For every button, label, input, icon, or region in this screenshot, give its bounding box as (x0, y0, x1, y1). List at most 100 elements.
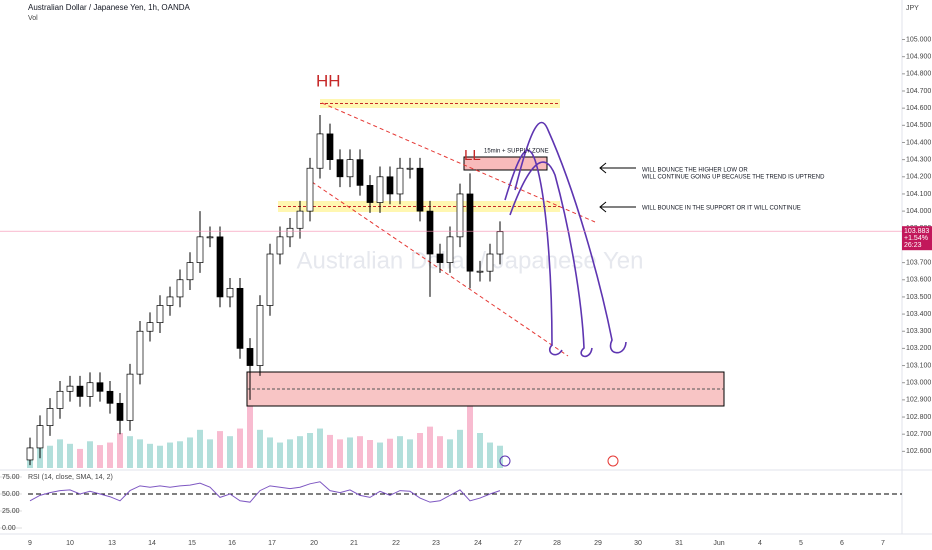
volume-bar (167, 442, 173, 468)
x-tick-label: 15 (188, 540, 196, 547)
volume-label: Vol (28, 15, 38, 22)
candle-body (366, 185, 374, 203)
x-tick-label: 28 (553, 540, 561, 547)
candle-body (326, 133, 334, 160)
candle-body (216, 236, 224, 298)
axes: 102.600 102.700 102.800 102.900 103.000 103.1… (0, 36, 931, 547)
y-tick-label: 102.800 (906, 414, 931, 421)
volume-bar (277, 442, 283, 468)
volume-bar (427, 426, 433, 468)
arrow-path (509, 161, 593, 358)
x-tick-label: 16 (228, 540, 236, 547)
y-tick-label: 103.700 (906, 259, 931, 266)
y-tick-label: 103.600 (906, 277, 931, 284)
price-tag-bg (902, 226, 932, 251)
candle-body (386, 176, 394, 195)
y-tick-label: 104.700 (906, 88, 931, 95)
volume-bar (87, 441, 93, 468)
volume-bar (437, 436, 443, 468)
volume-bar (117, 433, 123, 468)
candle-body (96, 382, 104, 392)
x-tick-label: 14 (148, 540, 156, 547)
y-tick-label: 104.100 (906, 191, 931, 198)
x-tick-label: 6 (840, 540, 844, 547)
candle-body (136, 330, 144, 375)
y-tick-label: 104.200 (906, 174, 931, 181)
candle-body (476, 270, 484, 273)
volume-bar (447, 439, 453, 468)
candle-body (276, 236, 284, 255)
candle-body (246, 348, 254, 366)
candle-body (56, 390, 64, 409)
candle-body (46, 408, 54, 426)
candle-body (196, 236, 204, 263)
x-tick-label: 29 (594, 540, 602, 547)
volume-bar (47, 445, 53, 468)
y-tick-label: 103.300 (906, 328, 931, 335)
candle-body (416, 167, 424, 212)
y-tick-label: 103.500 (906, 294, 931, 301)
rsi-line (29, 481, 501, 503)
x-tick-label: 22 (392, 540, 400, 547)
candle-body (466, 193, 474, 272)
volume-bar (67, 443, 73, 468)
price-tag: 103.883 (904, 228, 929, 235)
volume-bar (297, 436, 303, 468)
volume-bar (347, 437, 353, 468)
rsi-tick-label: 0.00 (2, 525, 16, 532)
candle-body (116, 402, 124, 421)
candle-body (306, 167, 314, 212)
x-tick-label: 5 (799, 540, 803, 547)
x-tick-label: 13 (108, 540, 116, 547)
candle-body (76, 385, 84, 397)
volume-bar (487, 442, 493, 468)
volume-bar (307, 433, 313, 468)
candle-body (436, 253, 444, 263)
change-label: +1.54% (904, 235, 928, 242)
forecast-arrows (504, 121, 627, 358)
volume-bar (417, 433, 423, 468)
volume-bar (127, 436, 133, 468)
candle-body (456, 193, 464, 238)
x-tick-label: 17 (268, 540, 276, 547)
note: WILL BOUNCE IN THE SUPPORT OR IT WILL CO… (642, 206, 801, 212)
event-icon[interactable] (499, 455, 511, 467)
volume-bar (267, 437, 273, 468)
volume-bar (157, 445, 163, 468)
y-tick-label: 103.400 (906, 311, 931, 318)
candle-body (186, 262, 194, 281)
candle-body (336, 159, 344, 178)
volume-bar (57, 439, 63, 468)
x-tick-label: 7 (881, 540, 885, 547)
candle-body (86, 382, 94, 397)
rsi-tick-label: 50.00 (2, 491, 20, 498)
volume-bar (177, 441, 183, 468)
arrow-path (514, 121, 627, 354)
volume-bar (257, 429, 263, 468)
y-tick-label: 104.000 (906, 208, 931, 215)
hh-label: HH (316, 71, 341, 90)
candle-body (396, 167, 404, 195)
volume-bar (147, 443, 153, 468)
volume-bar (397, 436, 403, 468)
event-icon[interactable] (607, 455, 619, 467)
candle-body (156, 305, 164, 324)
candle-body (446, 236, 454, 263)
volume-bar (207, 439, 213, 468)
candle-body (486, 253, 494, 272)
candle-body (226, 287, 234, 298)
x-tick-label: 4 (758, 540, 762, 547)
x-tick-label: 30 (634, 540, 642, 547)
y-tick-label: 102.600 (906, 448, 931, 455)
candle-body (286, 227, 294, 238)
volume-bar (187, 437, 193, 468)
volume-bar (477, 433, 483, 468)
arrow (599, 162, 636, 174)
y-tick-label: 102.700 (906, 431, 931, 438)
volume-bar (407, 439, 413, 468)
candle-body (426, 210, 434, 255)
arrow (599, 201, 636, 213)
volume-bar (287, 439, 293, 468)
candle-body (346, 159, 354, 178)
